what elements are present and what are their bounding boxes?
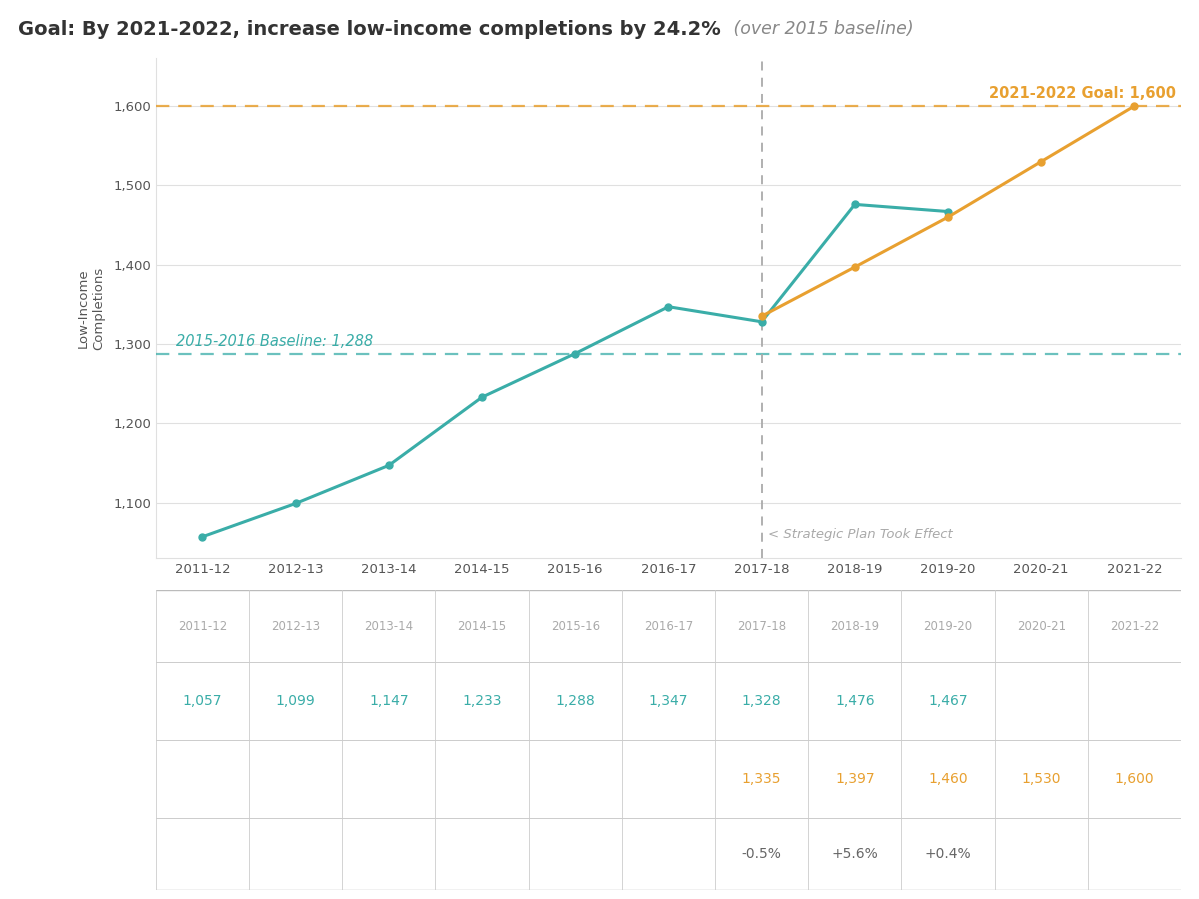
Text: 1,476: 1,476 (835, 694, 874, 708)
Text: 2018-19: 2018-19 (830, 619, 879, 633)
Y-axis label: Low-Income
Completions: Low-Income Completions (77, 267, 104, 350)
Text: 2019-20: 2019-20 (923, 619, 972, 633)
Text: 1,288: 1,288 (555, 694, 595, 708)
Text: 2015-2016 Baseline: 1,288: 2015-2016 Baseline: 1,288 (176, 334, 374, 349)
Text: 1,460: 1,460 (928, 772, 968, 786)
Text: 1,397: 1,397 (835, 772, 874, 786)
Text: +0.4%: +0.4% (924, 847, 971, 861)
Text: Goal: By 2021-2022, increase low-income completions by 24.2%: Goal: By 2021-2022, increase low-income … (18, 20, 721, 39)
Text: 1,057: 1,057 (182, 694, 222, 708)
Text: 1,335: 1,335 (742, 772, 782, 786)
Text: 2021-22: 2021-22 (1110, 619, 1159, 633)
Text: (over 2015 baseline): (over 2015 baseline) (728, 20, 914, 38)
Text: 2017-18: 2017-18 (737, 619, 787, 633)
Text: 1,600: 1,600 (1115, 772, 1155, 786)
Text: 1,328: 1,328 (742, 694, 782, 708)
Text: 2021-2022 Goal: 1,600: 2021-2022 Goal: 1,600 (989, 86, 1176, 102)
Text: 2015-16: 2015-16 (550, 619, 600, 633)
Text: 1,233: 1,233 (463, 694, 502, 708)
Text: 1,099: 1,099 (276, 694, 315, 708)
Text: 2016-17: 2016-17 (644, 619, 693, 633)
Text: 1,467: 1,467 (928, 694, 968, 708)
Text: 2020-21: 2020-21 (1017, 619, 1066, 633)
Text: 1,147: 1,147 (369, 694, 409, 708)
Text: < Strategic Plan Took Effect: < Strategic Plan Took Effect (769, 528, 953, 540)
Text: 1,530: 1,530 (1022, 772, 1061, 786)
Text: 2014-15: 2014-15 (458, 619, 507, 633)
Text: 2011-12: 2011-12 (177, 619, 227, 633)
Text: 2012-13: 2012-13 (271, 619, 320, 633)
Text: +5.6%: +5.6% (831, 847, 878, 861)
Text: -0.5%: -0.5% (742, 847, 782, 861)
Text: 2013-14: 2013-14 (364, 619, 414, 633)
Text: 1,347: 1,347 (649, 694, 688, 708)
